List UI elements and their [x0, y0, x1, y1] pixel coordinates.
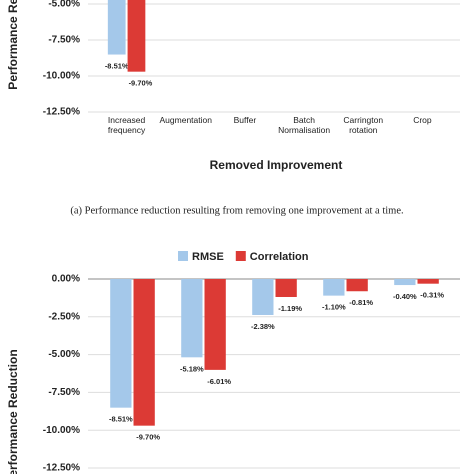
- value-label: -6.01%: [207, 377, 231, 386]
- value-label: -0.81%: [349, 298, 373, 307]
- y-tick-label: -10.00%: [43, 71, 80, 82]
- x-tick-label: Augmentation: [160, 115, 213, 125]
- bar: [417, 279, 439, 284]
- y-tick-label: -12.50%: [43, 463, 80, 474]
- value-label: -2.38%: [251, 322, 275, 331]
- value-label: -9.70%: [136, 433, 160, 442]
- x-axis-label: Removed Improvement: [210, 158, 343, 172]
- bar: [204, 279, 226, 370]
- x-tick-label: Increased frequency: [108, 115, 146, 135]
- legend-swatch: [178, 251, 188, 261]
- bar: [127, 0, 146, 72]
- bar: [252, 279, 274, 315]
- y-tick-label: -5.00%: [48, 349, 80, 360]
- y-tick-label: -10.00%: [43, 425, 80, 436]
- x-tick-label: Batch Normalisation: [278, 115, 330, 135]
- y-tick-label: 0.00%: [52, 274, 80, 285]
- legend-label: RMSE: [192, 251, 224, 263]
- bar: [323, 279, 345, 296]
- legend-swatch: [235, 251, 246, 261]
- caption: (a) Performance reduction resulting from…: [70, 205, 403, 216]
- x-tick-label: Buffer: [234, 115, 257, 125]
- bar: [181, 279, 203, 358]
- y-tick-label: -7.50%: [48, 35, 80, 46]
- value-label: -1.10%: [322, 303, 346, 312]
- x-tick-label: Carrington rotation: [343, 115, 383, 135]
- value-label: -1.19%: [278, 304, 302, 313]
- y-tick-label: -7.50%: [48, 387, 80, 398]
- value-label: -0.31%: [420, 291, 444, 300]
- legend-label: Correlation: [250, 251, 309, 263]
- value-label: -5.18%: [180, 364, 204, 373]
- bar: [394, 279, 416, 286]
- bar: [275, 279, 297, 297]
- y-tick-label: -5.00%: [48, 0, 80, 10]
- value-label: -8.51%: [105, 62, 129, 71]
- value-label: -9.70%: [129, 79, 153, 88]
- y-tick-label: -2.50%: [48, 311, 80, 322]
- value-label: -8.51%: [109, 415, 133, 424]
- bar: [346, 279, 368, 292]
- y-tick-label: -12.50%: [43, 107, 80, 118]
- x-tick-label: Crop: [413, 115, 432, 125]
- bar: [107, 0, 126, 55]
- bar: [133, 279, 155, 426]
- y-axis-label: Performance Reduction: [6, 349, 20, 474]
- value-label: -0.40%: [393, 292, 417, 301]
- y-axis-label: Performance Reduction: [6, 0, 20, 90]
- bar: [110, 279, 132, 408]
